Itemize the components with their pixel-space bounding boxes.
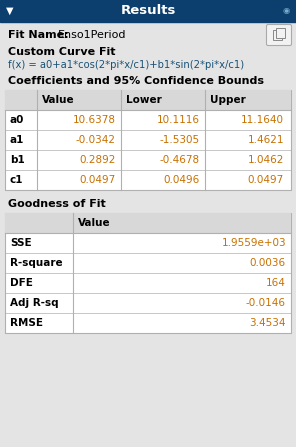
Bar [0,0,296,22]
Text: -1.5305: -1.5305 [160,135,200,145]
FancyBboxPatch shape [266,25,292,46]
Text: -0.4678: -0.4678 [160,155,200,165]
Text: a0: a0 [10,115,24,125]
Text: -0.0146: -0.0146 [246,298,286,308]
Text: Fit Name:: Fit Name: [8,30,69,40]
Bar [5,90,291,110]
Text: 164: 164 [266,278,286,288]
Text: RMSE: RMSE [10,318,43,328]
Text: SSE: SSE [10,238,32,248]
Text: 10.6378: 10.6378 [73,115,116,125]
Bar [5,213,291,233]
Text: Lower: Lower [126,95,162,105]
Text: b1: b1 [10,155,25,165]
Text: Results: Results [120,4,176,17]
Text: 1.0462: 1.0462 [248,155,284,165]
Text: Upper: Upper [210,95,246,105]
Text: Adj R-sq: Adj R-sq [10,298,59,308]
Text: 0.2892: 0.2892 [80,155,116,165]
Bar [276,28,285,38]
Text: DFE: DFE [10,278,33,288]
Bar [5,213,291,333]
Text: ◉: ◉ [282,7,289,16]
Text: Custom Curve Fit: Custom Curve Fit [8,47,115,57]
Text: Goodness of Fit: Goodness of Fit [8,199,106,209]
Text: -0.0342: -0.0342 [76,135,116,145]
Text: 0.0036: 0.0036 [250,258,286,268]
Text: 1.9559e+03: 1.9559e+03 [221,238,286,248]
Bar [5,90,291,190]
Bar [273,30,282,40]
Text: Enso1Period: Enso1Period [58,30,126,40]
Text: c1: c1 [10,175,23,185]
Text: ▼: ▼ [6,6,14,16]
Text: 10.1116: 10.1116 [157,115,200,125]
Text: Coefficients and 95% Confidence Bounds: Coefficients and 95% Confidence Bounds [8,76,264,86]
Text: 0.0496: 0.0496 [164,175,200,185]
Text: Value: Value [42,95,75,105]
Text: 3.4534: 3.4534 [250,318,286,328]
Text: R-square: R-square [10,258,63,268]
Text: 0.0497: 0.0497 [248,175,284,185]
Text: 1.4621: 1.4621 [247,135,284,145]
Text: f(x) = a0+a1*cos(2*pi*x/c1)+b1*sin(2*pi*x/c1): f(x) = a0+a1*cos(2*pi*x/c1)+b1*sin(2*pi*… [8,60,244,70]
Text: a1: a1 [10,135,24,145]
Text: 0.0497: 0.0497 [80,175,116,185]
Text: Value: Value [78,218,111,228]
Text: 11.1640: 11.1640 [241,115,284,125]
